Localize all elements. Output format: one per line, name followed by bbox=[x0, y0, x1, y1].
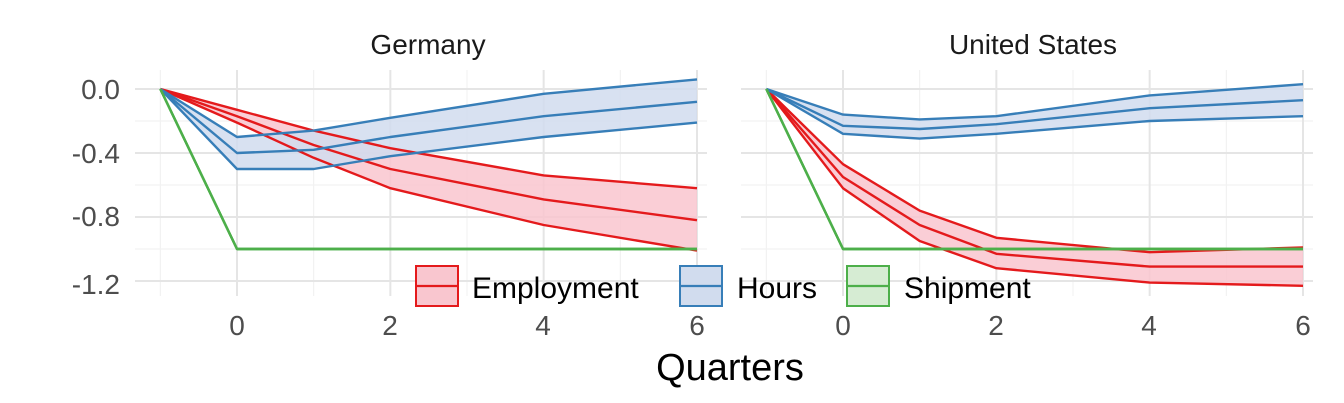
legend-label-employment: Employment bbox=[472, 272, 639, 305]
x-tick-label: 4 bbox=[535, 310, 551, 341]
facet-title-united-states: United States bbox=[949, 29, 1117, 60]
series-line-shipment-mean bbox=[765, 88, 1303, 251]
y-tick-label: -0.8 bbox=[72, 201, 120, 232]
x-tick-label: 6 bbox=[689, 310, 705, 341]
series-line-hours-lower bbox=[765, 87, 1304, 140]
x-tick-label: 2 bbox=[988, 310, 1004, 341]
series-line-hours-upper bbox=[159, 78, 698, 139]
band-hours bbox=[160, 79, 698, 169]
x-tick-label: 2 bbox=[382, 310, 398, 341]
y-tick-label: -1.2 bbox=[72, 269, 120, 300]
facet-title-germany: Germany bbox=[370, 29, 485, 60]
series-line-employment-lower bbox=[765, 88, 1304, 287]
series-line-employment-mean bbox=[765, 88, 1303, 268]
series-line-employment-mean bbox=[159, 87, 698, 222]
legend: Employment Hours Shipment bbox=[415, 265, 1031, 307]
series-line-employment-lower bbox=[159, 87, 698, 252]
series-line-hours-upper bbox=[765, 83, 1304, 121]
x-tick-label: 0 bbox=[229, 310, 245, 341]
series-line-hours-mean bbox=[765, 87, 1304, 131]
series-line-hours-lower bbox=[159, 88, 698, 171]
series-line-employment-upper bbox=[160, 87, 698, 190]
legend-label-shipment: Shipment bbox=[904, 272, 1031, 305]
x-tick-label: 4 bbox=[1141, 310, 1157, 341]
series-line-hours-mean bbox=[159, 88, 698, 155]
series-line-shipment-mean bbox=[159, 88, 697, 251]
series-line-employment-upper bbox=[765, 88, 1304, 254]
legend-label-hours: Hours bbox=[737, 272, 817, 305]
y-tick-label: -0.4 bbox=[72, 138, 120, 169]
x-axis-title: Quarters bbox=[656, 347, 804, 389]
band-employment bbox=[160, 89, 698, 251]
x-tick-label: 0 bbox=[835, 310, 851, 341]
x-tick-label: 6 bbox=[1295, 310, 1311, 341]
y-tick-label: 0.0 bbox=[81, 74, 120, 105]
